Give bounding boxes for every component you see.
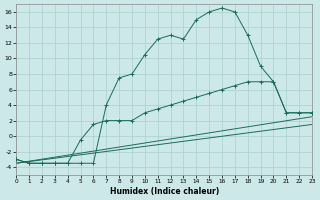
X-axis label: Humidex (Indice chaleur): Humidex (Indice chaleur) bbox=[109, 187, 219, 196]
